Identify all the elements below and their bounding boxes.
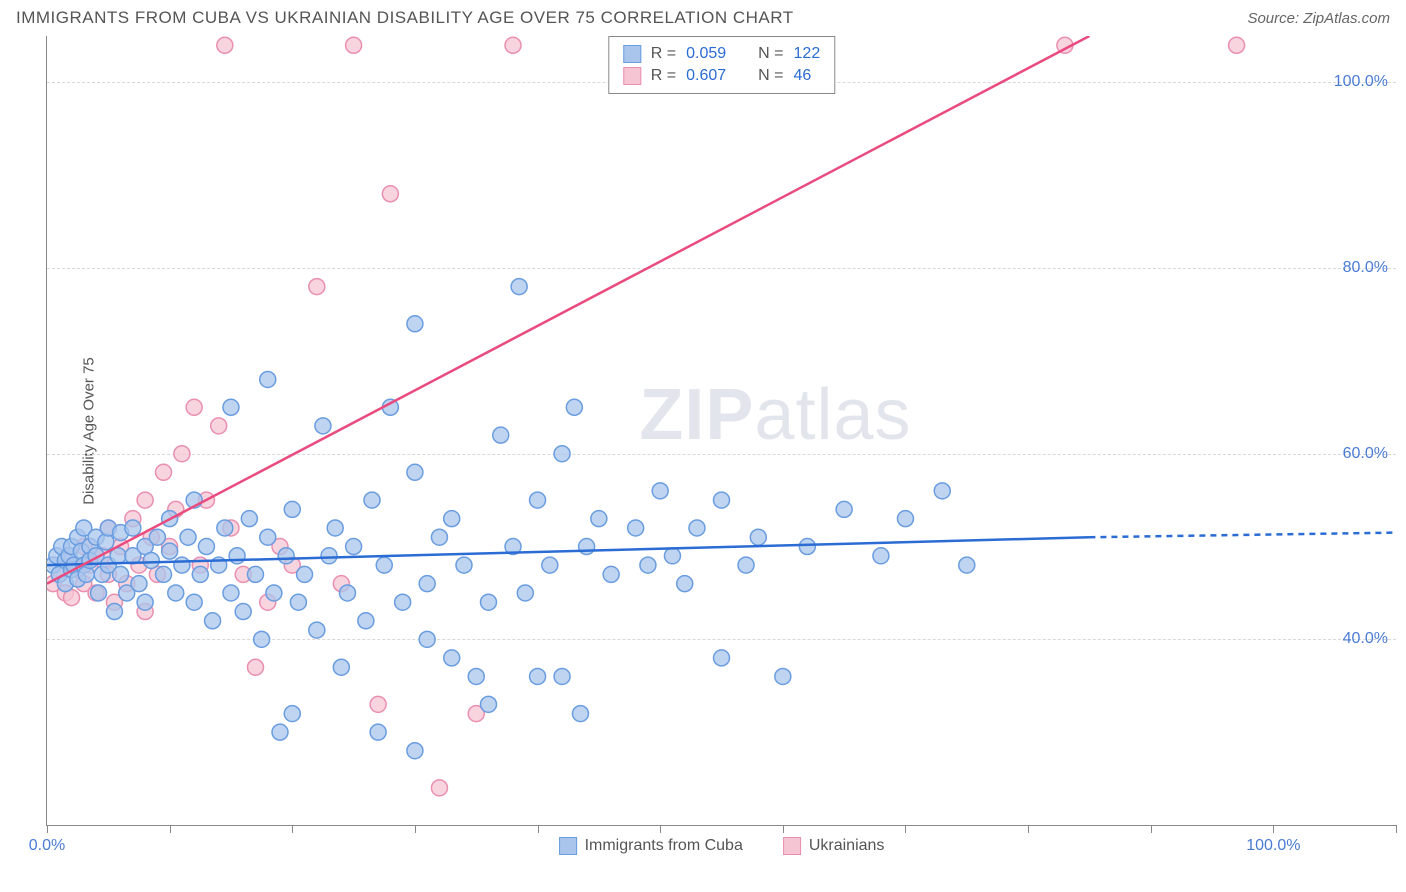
legend-item-ukraine: Ukrainians xyxy=(783,837,885,855)
legend-swatch-cuba xyxy=(623,45,641,63)
x-max-label: 100.0% xyxy=(1246,837,1300,855)
legend-swatch-ukraine xyxy=(623,67,641,85)
legend-row-cuba: R = 0.059 N = 122 xyxy=(623,43,820,65)
chart-header: IMMIGRANTS FROM CUBA VS UKRAINIAN DISABI… xyxy=(0,0,1406,32)
scatter-plot xyxy=(47,36,1396,825)
chart-title: IMMIGRANTS FROM CUBA VS UKRAINIAN DISABI… xyxy=(16,8,794,28)
legend-item-cuba: Immigrants from Cuba xyxy=(559,837,743,855)
legend-swatch-ukraine-bottom xyxy=(783,837,801,855)
series-legend: Immigrants from Cuba Ukrainians xyxy=(559,837,885,855)
correlation-legend: R = 0.059 N = 122 R = 0.607 N = 46 xyxy=(608,36,835,94)
legend-row-ukraine: R = 0.607 N = 46 xyxy=(623,65,820,87)
chart-area: Disability Age Over 75 ZIPatlas R = 0.05… xyxy=(46,36,1396,826)
legend-swatch-cuba-bottom xyxy=(559,837,577,855)
x-min-label: 0.0% xyxy=(29,837,65,855)
source-label: Source: ZipAtlas.com xyxy=(1247,10,1390,27)
